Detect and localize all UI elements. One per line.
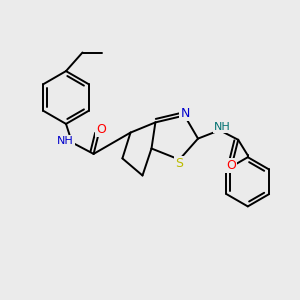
Text: O: O bbox=[97, 123, 106, 136]
Text: O: O bbox=[226, 159, 236, 172]
Text: S: S bbox=[176, 157, 183, 170]
Text: N: N bbox=[180, 106, 190, 120]
Text: NH: NH bbox=[214, 122, 230, 132]
Text: NH: NH bbox=[57, 136, 74, 146]
